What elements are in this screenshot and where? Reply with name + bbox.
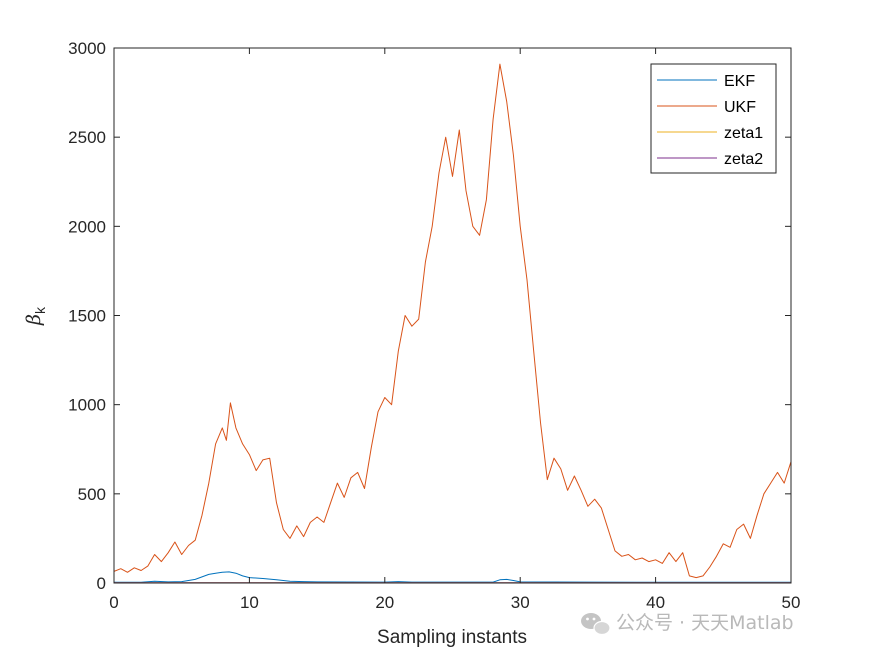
y-axis-label-symbol: β	[23, 314, 45, 326]
y-tick-label: 2500	[68, 128, 106, 147]
series-line-ukf	[113, 63, 792, 579]
y-axis-label: βk	[23, 306, 48, 326]
x-tick-label: 0	[109, 593, 118, 612]
legend-label-zeta2: zeta2	[724, 151, 763, 168]
x-tick-label: 20	[375, 593, 394, 612]
y-tick-label: 500	[78, 485, 106, 504]
series-line-ekf	[114, 571, 791, 583]
legend-label-ukf: UKF	[724, 99, 756, 116]
watermark: 公众号 · 天天Matlab	[581, 612, 794, 636]
x-tick-label: 50	[782, 593, 801, 612]
y-tick-label: 1500	[68, 307, 106, 326]
legend-label-ekf: EKF	[724, 73, 755, 90]
wechat-icon	[581, 613, 611, 636]
y-tick-label: 3000	[68, 39, 106, 58]
y-axis-label-subscript: k	[32, 306, 48, 314]
legend-box	[650, 63, 777, 174]
x-axis-label: Sampling instants	[377, 627, 527, 648]
y-tick-label: 0	[97, 574, 106, 593]
x-tick-label: 40	[646, 593, 665, 612]
legend-label-zeta1: zeta1	[724, 125, 763, 142]
legend-entries: EKF UKF zeta1 zeta2	[657, 73, 763, 168]
x-tick-label: 30	[511, 593, 530, 612]
y-tick-label: 1000	[68, 396, 106, 415]
legend: EKF UKF zeta1 zeta2	[650, 63, 777, 174]
x-tick-label: 10	[240, 593, 259, 612]
y-tick-label: 2000	[68, 217, 106, 236]
watermark-text: 公众号 · 天天Matlab	[616, 612, 794, 634]
